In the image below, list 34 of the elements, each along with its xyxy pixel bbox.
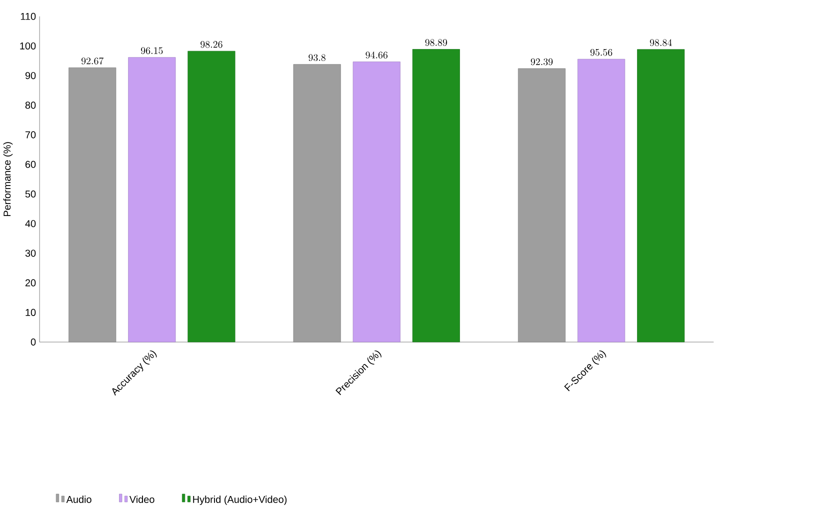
data-label: 94.66 — [366, 51, 388, 58]
bar — [188, 50, 236, 342]
bar — [518, 68, 566, 342]
legend-label: Audio — [66, 496, 92, 503]
bar — [578, 58, 626, 342]
bar — [293, 64, 341, 342]
y-tick-label: 100 — [20, 42, 36, 50]
y-tick-label: 80 — [25, 102, 36, 109]
bar — [352, 62, 400, 342]
y-tick-label: 60 — [25, 160, 36, 168]
legend-label: Hybrid (Audio+Video) — [193, 496, 287, 505]
bar — [637, 49, 685, 342]
y-axis-title: Performance (%) — [3, 142, 13, 216]
y-tick-label: 70 — [25, 131, 36, 138]
bar — [412, 49, 460, 342]
bar — [128, 57, 176, 342]
data-label: 93.8 — [308, 54, 326, 61]
data-label: 98.89 — [425, 39, 448, 46]
data-label: 92.39 — [530, 58, 553, 66]
y-tick-label: 50 — [25, 190, 36, 198]
y-tick-label: 10 — [26, 308, 36, 316]
y-tick-label: 90 — [25, 72, 36, 80]
data-label: 96. 15 — [141, 47, 163, 54]
data-label: 98.26 — [200, 40, 222, 48]
y-tick-label: 110 — [20, 12, 36, 20]
data-label: 95.56 — [590, 48, 612, 56]
y-tick-label: 20 — [25, 279, 36, 286]
y-tick-label: 30 — [25, 250, 36, 257]
legend-label: Video — [129, 496, 154, 503]
bar — [68, 67, 116, 342]
y-tick-label: 40 — [25, 220, 36, 228]
data-label: 92.67 — [81, 57, 104, 64]
data-label: 98.84 — [650, 39, 672, 46]
y-tick-label: 0 — [30, 338, 36, 346]
